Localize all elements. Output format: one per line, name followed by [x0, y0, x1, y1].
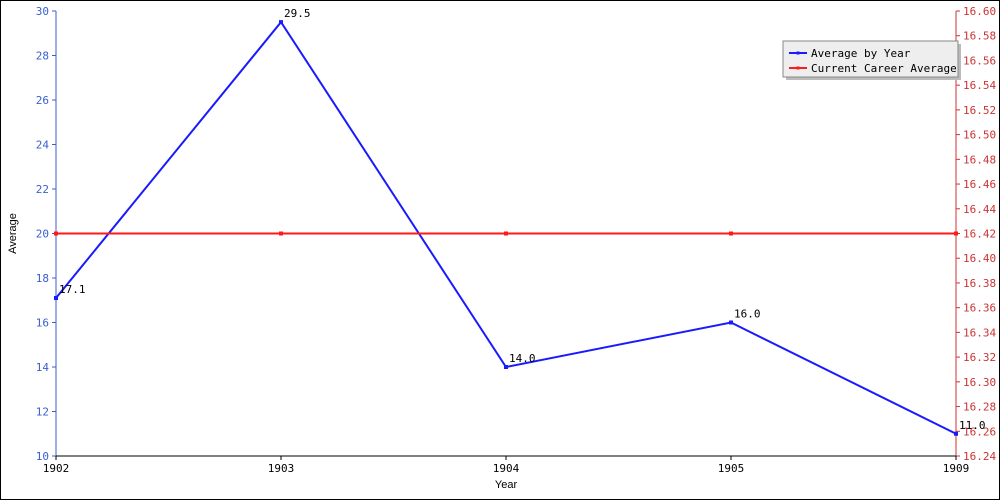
y-right-tick-label: 16.32	[963, 351, 996, 364]
legend-marker-icon	[797, 67, 800, 70]
x-tick-label: 1905	[718, 462, 745, 475]
legend-marker-icon	[797, 52, 800, 55]
y-right-tick-label: 16.56	[963, 54, 996, 67]
y-right-tick-label: 16.34	[963, 326, 996, 339]
y-left-tick-label: 28	[36, 50, 49, 63]
x-tick-label: 1909	[943, 462, 970, 475]
y-left-tick-label: 30	[36, 5, 49, 18]
series-marker	[280, 21, 283, 24]
y-right-tick-label: 16.52	[963, 104, 996, 117]
y-axis-title: Average	[7, 213, 19, 254]
y-right-tick-label: 16.50	[963, 129, 996, 142]
data-point-label: 14.0	[509, 352, 536, 365]
legend-label: Current Career Average	[811, 62, 957, 75]
data-point-label: 17.1	[59, 283, 86, 296]
y-right-tick-label: 16.28	[963, 401, 996, 414]
line-chart: 101214161820222426283016.2416.2616.2816.…	[1, 1, 999, 499]
data-point-label: 11.0	[959, 419, 986, 432]
series-marker	[55, 232, 58, 235]
y-right-tick-label: 16.60	[963, 5, 996, 18]
x-tick-label: 1902	[43, 462, 70, 475]
y-right-tick-label: 16.36	[963, 302, 996, 315]
series-marker	[955, 432, 958, 435]
y-right-tick-label: 16.46	[963, 178, 996, 191]
series-line	[56, 22, 956, 434]
y-left-tick-label: 26	[36, 94, 49, 107]
x-tick-label: 1903	[268, 462, 295, 475]
y-left-tick-label: 16	[36, 317, 49, 330]
y-right-tick-label: 16.42	[963, 228, 996, 241]
y-right-tick-label: 16.44	[963, 203, 996, 216]
series-marker	[955, 232, 958, 235]
series-marker	[280, 232, 283, 235]
legend-label: Average by Year	[811, 47, 911, 60]
data-point-label: 29.5	[284, 7, 311, 20]
y-right-tick-label: 16.30	[963, 376, 996, 389]
series-marker	[55, 297, 58, 300]
y-left-tick-label: 22	[36, 183, 49, 196]
y-right-tick-label: 16.58	[963, 30, 996, 43]
y-left-tick-label: 24	[36, 139, 50, 152]
y-left-tick-label: 20	[36, 228, 49, 241]
y-left-tick-label: 14	[36, 361, 50, 374]
series-marker	[730, 232, 733, 235]
x-axis-title: Year	[495, 479, 518, 491]
series-marker	[505, 366, 508, 369]
data-point-label: 16.0	[734, 308, 761, 321]
x-tick-label: 1904	[493, 462, 520, 475]
y-right-tick-label: 16.54	[963, 79, 996, 92]
series-marker	[505, 232, 508, 235]
series-marker	[730, 321, 733, 324]
chart-container: 101214161820222426283016.2416.2616.2816.…	[0, 0, 1000, 500]
y-right-tick-label: 16.48	[963, 153, 996, 166]
y-right-tick-label: 16.40	[963, 252, 996, 265]
y-right-tick-label: 16.38	[963, 277, 996, 290]
y-left-tick-label: 12	[36, 406, 49, 419]
y-left-tick-label: 18	[36, 272, 49, 285]
